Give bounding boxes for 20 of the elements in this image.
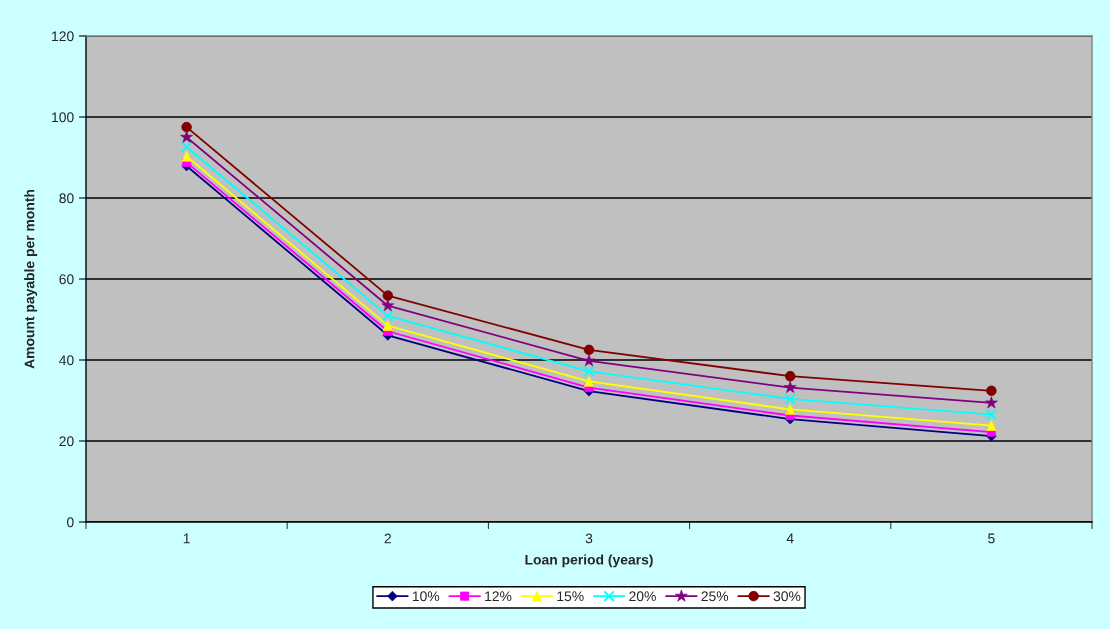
x-tick-label: 3 bbox=[585, 533, 593, 544]
y-tick-label: 20 bbox=[59, 436, 74, 447]
x-tick-label: 1 bbox=[183, 533, 190, 544]
y-axis-title: Amount payable per month bbox=[24, 189, 38, 369]
x-axis-title: Loan period (years) bbox=[525, 554, 653, 568]
legend-label: 12% bbox=[485, 591, 512, 602]
legend-label: 20% bbox=[629, 591, 656, 602]
x-tick-label: 5 bbox=[988, 533, 995, 544]
legend-label: 25% bbox=[701, 591, 729, 602]
y-tick-label: 0 bbox=[67, 517, 74, 528]
y-tick-label: 100 bbox=[52, 112, 74, 123]
y-tick-label: 40 bbox=[59, 355, 74, 366]
legend-label: 30% bbox=[773, 591, 801, 602]
x-tick-label: 4 bbox=[786, 533, 794, 544]
y-tick-label: 80 bbox=[59, 193, 74, 204]
x-tick-label: 2 bbox=[384, 533, 391, 544]
y-tick-label: 120 bbox=[52, 31, 74, 42]
legend-label: 10% bbox=[412, 591, 440, 602]
legend-label: 15% bbox=[557, 591, 584, 602]
y-tick-label: 60 bbox=[59, 274, 74, 285]
